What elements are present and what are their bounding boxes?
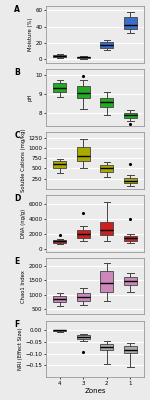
Y-axis label: Moisture (%): Moisture (%): [27, 18, 33, 52]
PathPatch shape: [53, 240, 66, 243]
PathPatch shape: [53, 161, 66, 168]
Text: C: C: [14, 131, 20, 140]
PathPatch shape: [53, 55, 66, 57]
Text: B: B: [14, 68, 20, 77]
PathPatch shape: [124, 178, 137, 184]
Text: D: D: [14, 194, 21, 203]
PathPatch shape: [100, 344, 113, 350]
PathPatch shape: [77, 335, 90, 339]
PathPatch shape: [77, 56, 90, 58]
PathPatch shape: [100, 42, 113, 48]
Text: E: E: [14, 257, 20, 266]
PathPatch shape: [77, 86, 90, 98]
PathPatch shape: [77, 148, 90, 161]
Y-axis label: Chao1 Index: Chao1 Index: [21, 270, 26, 302]
PathPatch shape: [124, 113, 137, 118]
PathPatch shape: [124, 277, 137, 285]
PathPatch shape: [53, 84, 66, 92]
Y-axis label: Soluble Cations (mg/kg): Soluble Cations (mg/kg): [21, 128, 26, 192]
PathPatch shape: [100, 271, 113, 292]
PathPatch shape: [124, 236, 137, 240]
Y-axis label: DNA (ng/g): DNA (ng/g): [21, 209, 26, 238]
Text: F: F: [14, 320, 20, 328]
Y-axis label: NRI (Effect Size): NRI (Effect Size): [18, 328, 23, 370]
PathPatch shape: [77, 230, 90, 238]
PathPatch shape: [124, 17, 137, 29]
PathPatch shape: [53, 330, 66, 331]
PathPatch shape: [77, 293, 90, 301]
PathPatch shape: [124, 346, 137, 353]
PathPatch shape: [100, 165, 113, 172]
X-axis label: Zones: Zones: [84, 388, 106, 394]
PathPatch shape: [53, 296, 66, 302]
PathPatch shape: [100, 222, 113, 235]
Text: A: A: [14, 5, 20, 14]
Y-axis label: pH: pH: [27, 94, 33, 101]
PathPatch shape: [100, 98, 113, 107]
